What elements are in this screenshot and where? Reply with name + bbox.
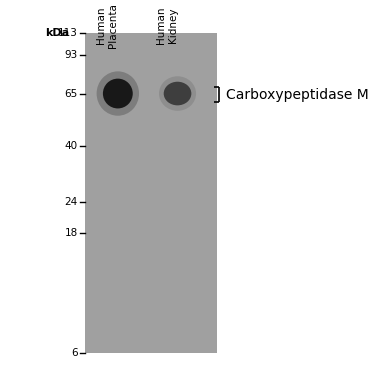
Ellipse shape xyxy=(164,82,191,105)
Text: 18: 18 xyxy=(64,228,78,238)
Text: Human
Placenta: Human Placenta xyxy=(96,3,118,48)
Text: 113: 113 xyxy=(58,28,78,38)
Text: 93: 93 xyxy=(64,50,78,60)
Text: Human
Kidney: Human Kidney xyxy=(156,6,177,44)
Text: 6: 6 xyxy=(71,348,78,358)
Text: 24: 24 xyxy=(64,197,78,207)
Ellipse shape xyxy=(103,79,133,108)
Ellipse shape xyxy=(159,76,196,111)
Ellipse shape xyxy=(97,71,139,116)
Text: kDa: kDa xyxy=(45,28,69,38)
Text: 40: 40 xyxy=(65,141,78,152)
Text: Carboxypeptidase M: Carboxypeptidase M xyxy=(226,88,368,102)
Bar xyxy=(85,33,217,353)
Text: 65: 65 xyxy=(64,88,78,99)
